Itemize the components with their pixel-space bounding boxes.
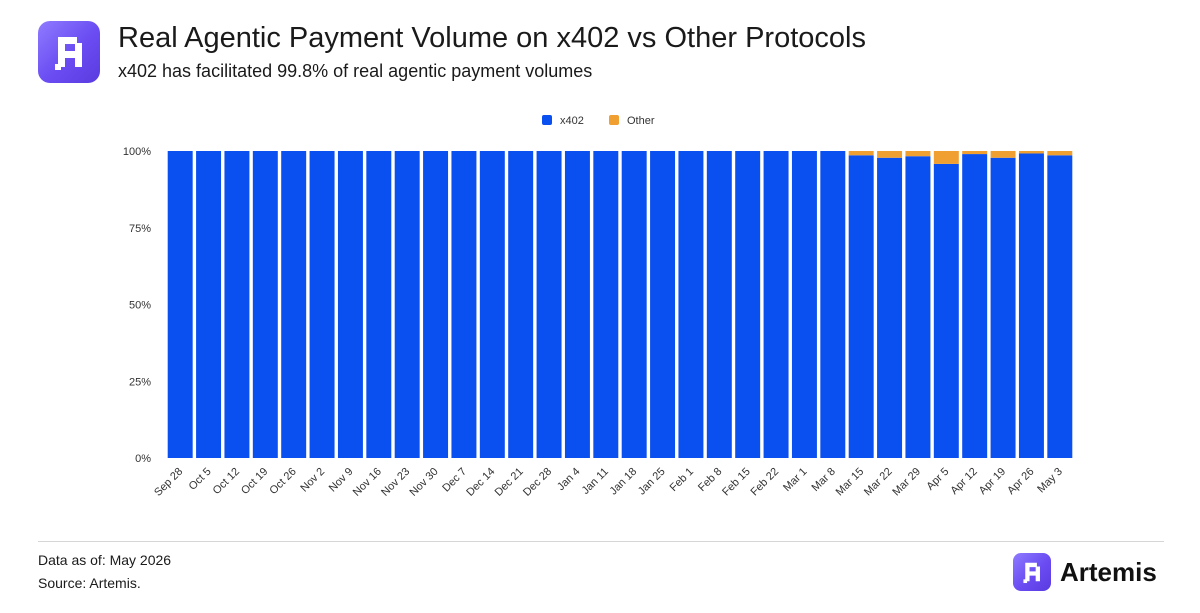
bar-x402 xyxy=(1047,155,1073,459)
bar-x402 xyxy=(848,155,874,459)
y-tick-label: 0% xyxy=(135,453,151,465)
brand-name: Artemis xyxy=(1060,556,1157,587)
bar-x402 xyxy=(593,151,619,458)
bar-x402 xyxy=(564,151,590,458)
y-tick-label: 100% xyxy=(123,146,151,158)
bar-x402 xyxy=(820,151,846,458)
bar-x402 xyxy=(678,151,704,458)
x-tick-label: Feb 22 xyxy=(748,466,781,499)
bar-x402 xyxy=(621,151,647,458)
x-tick-label: Jan 4 xyxy=(555,466,583,494)
artemis-logo-icon xyxy=(38,21,100,83)
bar-x402 xyxy=(791,151,817,458)
x-tick-label: Feb 1 xyxy=(668,466,696,494)
legend-label-other: Other xyxy=(627,115,655,127)
legend-label-x402: x402 xyxy=(560,115,584,127)
x-tick-label: Jan 18 xyxy=(607,466,639,498)
artemis-logo-icon xyxy=(1013,553,1051,591)
x-tick-label: Apr 26 xyxy=(1005,466,1036,497)
bar-x402 xyxy=(962,154,988,458)
bar-x402 xyxy=(735,151,761,458)
x-tick-label: Nov 16 xyxy=(351,466,384,499)
bar-other xyxy=(962,151,988,155)
bar-x402 xyxy=(423,151,449,458)
bar-x402 xyxy=(479,151,505,458)
bar-x402 xyxy=(196,151,222,458)
bar-x402 xyxy=(252,151,278,458)
bar-x402 xyxy=(224,151,250,458)
bar-x402 xyxy=(281,151,307,458)
x-tick-label: Apr 12 xyxy=(948,466,979,497)
bar-x402 xyxy=(763,151,789,458)
x-tick-label: Mar 1 xyxy=(781,466,809,494)
x-tick-label: Feb 15 xyxy=(720,466,753,499)
chart-subtitle: x402 has facilitated 99.8% of real agent… xyxy=(118,61,593,81)
x-tick-label: Nov 2 xyxy=(298,466,327,495)
x-tick-label: Jan 25 xyxy=(636,466,668,498)
chart-title: Real Agentic Payment Volume on x402 vs O… xyxy=(118,22,866,54)
data-as-of-text: Data as of: May 2026 xyxy=(38,552,172,568)
bar-x402 xyxy=(309,151,335,458)
bar-x402 xyxy=(366,151,392,458)
bar-other xyxy=(990,151,1016,158)
x-tick-label: Dec 14 xyxy=(464,466,497,499)
bar-other xyxy=(905,151,931,157)
x-tick-label: Mar 29 xyxy=(890,466,923,499)
x-tick-label: Sep 28 xyxy=(152,466,185,499)
bar-x402 xyxy=(1018,153,1044,458)
bar-other xyxy=(1018,151,1044,154)
bar-other xyxy=(1047,151,1073,156)
bar-x402 xyxy=(508,151,534,458)
legend-swatch-other xyxy=(609,115,619,125)
brand-footer: Artemis xyxy=(1013,553,1157,591)
x-tick-label: Oct 19 xyxy=(239,466,270,497)
bar-other xyxy=(877,151,903,158)
bar-x402 xyxy=(337,151,363,458)
x-tick-label: Mar 22 xyxy=(862,466,895,499)
y-tick-label: 25% xyxy=(129,376,151,388)
bar-x402 xyxy=(167,151,193,458)
y-tick-label: 50% xyxy=(129,300,151,312)
legend-swatch-x402 xyxy=(542,115,552,125)
bar-x402 xyxy=(536,151,562,458)
x-tick-label: Apr 19 xyxy=(977,466,1008,497)
bar-x402 xyxy=(451,151,477,458)
x-tick-label: Nov 23 xyxy=(379,466,412,499)
bar-other xyxy=(848,151,874,156)
x-tick-label: Dec 21 xyxy=(493,466,526,499)
footer-divider xyxy=(38,541,1164,542)
source-text: Source: Artemis. xyxy=(38,575,141,591)
bar-other xyxy=(933,151,959,164)
bar-x402 xyxy=(933,163,959,458)
x-tick-label: Nov 30 xyxy=(408,466,441,499)
bar-x402 xyxy=(650,151,676,458)
y-tick-label: 75% xyxy=(129,223,151,235)
x-tick-label: Oct 12 xyxy=(211,466,242,497)
bar-x402 xyxy=(394,151,420,458)
x-tick-label: Oct 26 xyxy=(267,466,298,497)
x-tick-label: May 3 xyxy=(1035,466,1065,496)
bar-x402 xyxy=(877,157,903,458)
x-tick-label: Mar 15 xyxy=(834,466,867,499)
bar-x402 xyxy=(706,151,732,458)
bar-x402 xyxy=(905,156,931,458)
x-tick-label: Dec 28 xyxy=(521,466,554,499)
x-tick-label: Jan 11 xyxy=(580,466,611,497)
bar-x402 xyxy=(990,157,1016,458)
